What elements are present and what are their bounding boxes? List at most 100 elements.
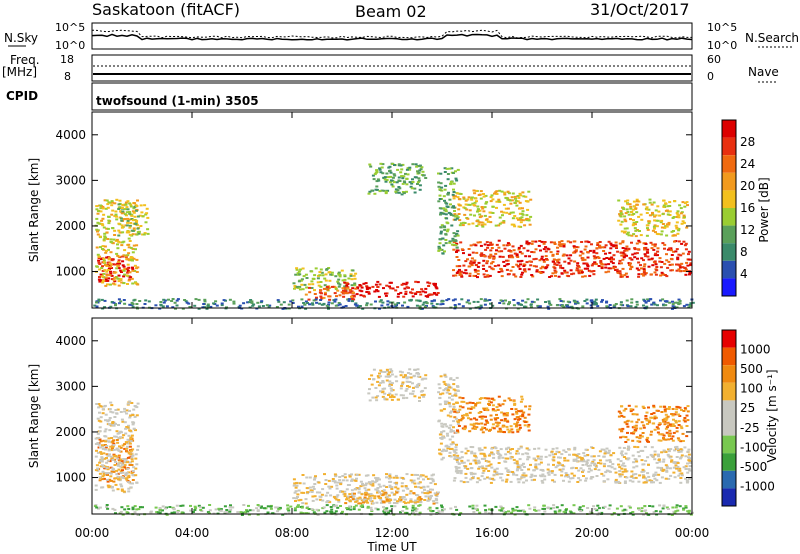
heatmap-cell <box>686 204 689 207</box>
heatmap-cell <box>463 213 467 216</box>
heatmap-cell <box>576 481 580 483</box>
heatmap-cell <box>104 413 108 416</box>
heatmap-cell <box>119 278 123 281</box>
heatmap-cell <box>404 502 407 505</box>
heatmap-cell <box>120 506 124 509</box>
heatmap-cell <box>454 274 458 277</box>
heatmap-cell <box>654 209 658 212</box>
heatmap-cell <box>134 474 138 477</box>
heatmap-cell <box>440 186 444 189</box>
heatmap-cell <box>583 248 587 251</box>
heatmap-cell <box>619 452 623 455</box>
heatmap-cell <box>447 401 451 404</box>
heatmap-cell <box>269 505 273 508</box>
heatmap-cell <box>627 247 631 250</box>
heatmap-cell <box>105 270 109 273</box>
heatmap-cell <box>625 233 629 236</box>
heatmap-cell <box>105 249 108 252</box>
heatmap-cell <box>304 502 308 505</box>
heatmap-cell <box>485 299 489 302</box>
heatmap-cell <box>654 252 658 255</box>
heatmap-cell <box>375 188 379 191</box>
heatmap-cell <box>376 477 380 480</box>
x-tick-label: 04:00 <box>175 526 210 540</box>
heatmap-cell <box>662 438 666 441</box>
heatmap-cell <box>455 443 458 446</box>
heatmap-cell <box>454 505 457 508</box>
heatmap-cell <box>126 505 130 508</box>
heatmap-cell <box>602 455 606 458</box>
heatmap-cell <box>259 506 263 509</box>
heatmap-cell <box>648 201 652 204</box>
heatmap-cell <box>129 257 133 260</box>
heatmap-cell <box>387 477 391 480</box>
heatmap-cell <box>490 262 493 265</box>
heatmap-cell <box>101 478 105 481</box>
heatmap-cell <box>470 196 474 199</box>
heatmap-cell <box>562 243 566 246</box>
heatmap-cell <box>489 243 493 246</box>
heatmap-cell <box>575 267 579 270</box>
heatmap-cell <box>610 256 614 259</box>
heatmap-cell <box>464 272 468 275</box>
heatmap-cell <box>460 456 464 459</box>
heatmap-cell <box>197 307 201 310</box>
heatmap-cell <box>624 200 628 203</box>
heatmap-cell <box>339 505 342 507</box>
heatmap-cell <box>136 448 140 451</box>
heatmap-cell <box>594 298 598 301</box>
heatmap-cell <box>633 248 637 251</box>
heatmap-cell <box>112 238 116 241</box>
heatmap-cell <box>536 298 540 301</box>
heatmap-cell <box>482 273 486 276</box>
heatmap-cell <box>673 413 677 416</box>
heatmap-cell <box>367 286 371 289</box>
heatmap-cell <box>444 210 448 213</box>
heatmap-cell <box>111 440 115 443</box>
heatmap-cell <box>421 474 425 477</box>
heatmap-cell <box>373 173 377 176</box>
heatmap-cell <box>124 427 128 430</box>
cpid-label: CPID <box>6 89 38 103</box>
heatmap-cell <box>595 247 599 250</box>
heatmap-cell <box>287 512 291 515</box>
heatmap-cell <box>631 224 635 227</box>
heatmap-cell <box>604 471 608 474</box>
heatmap-cell <box>96 221 100 224</box>
heatmap-cell <box>444 402 447 405</box>
heatmap-cell <box>563 269 567 272</box>
heatmap-cell <box>685 481 689 484</box>
heatmap-cell <box>108 264 112 267</box>
heatmap-cell <box>387 494 391 497</box>
heatmap-cell <box>296 493 300 496</box>
heatmap-cell <box>128 442 132 445</box>
heatmap-cell <box>396 398 400 401</box>
heatmap-cell <box>622 447 626 449</box>
heatmap-cell <box>411 509 414 512</box>
heatmap-cell <box>527 504 531 507</box>
heatmap-cell <box>319 268 323 271</box>
heatmap-cell <box>388 484 392 487</box>
heatmap-cell <box>325 501 329 504</box>
power-panel-frame <box>91 111 693 309</box>
heatmap-cell <box>586 454 590 456</box>
heatmap-cell <box>517 196 521 199</box>
heatmap-cell <box>659 439 663 442</box>
heatmap-cell <box>511 431 515 434</box>
heatmap-cell <box>400 371 404 374</box>
heatmap-cell <box>120 418 124 421</box>
heatmap-cell <box>122 254 126 257</box>
heatmap-cell <box>117 454 121 457</box>
heatmap-cell <box>132 299 136 302</box>
heatmap-cell <box>364 282 368 285</box>
heatmap-cell <box>161 305 165 308</box>
heatmap-cell <box>642 265 646 268</box>
heatmap-cell <box>622 415 626 418</box>
heatmap-cell <box>679 450 683 453</box>
heatmap-cell <box>485 218 489 221</box>
heatmap-cell <box>597 512 601 514</box>
heatmap-cell <box>628 506 632 509</box>
heatmap-cell <box>385 284 389 287</box>
heatmap-cell <box>322 506 326 509</box>
heatmap-cell <box>597 265 601 267</box>
